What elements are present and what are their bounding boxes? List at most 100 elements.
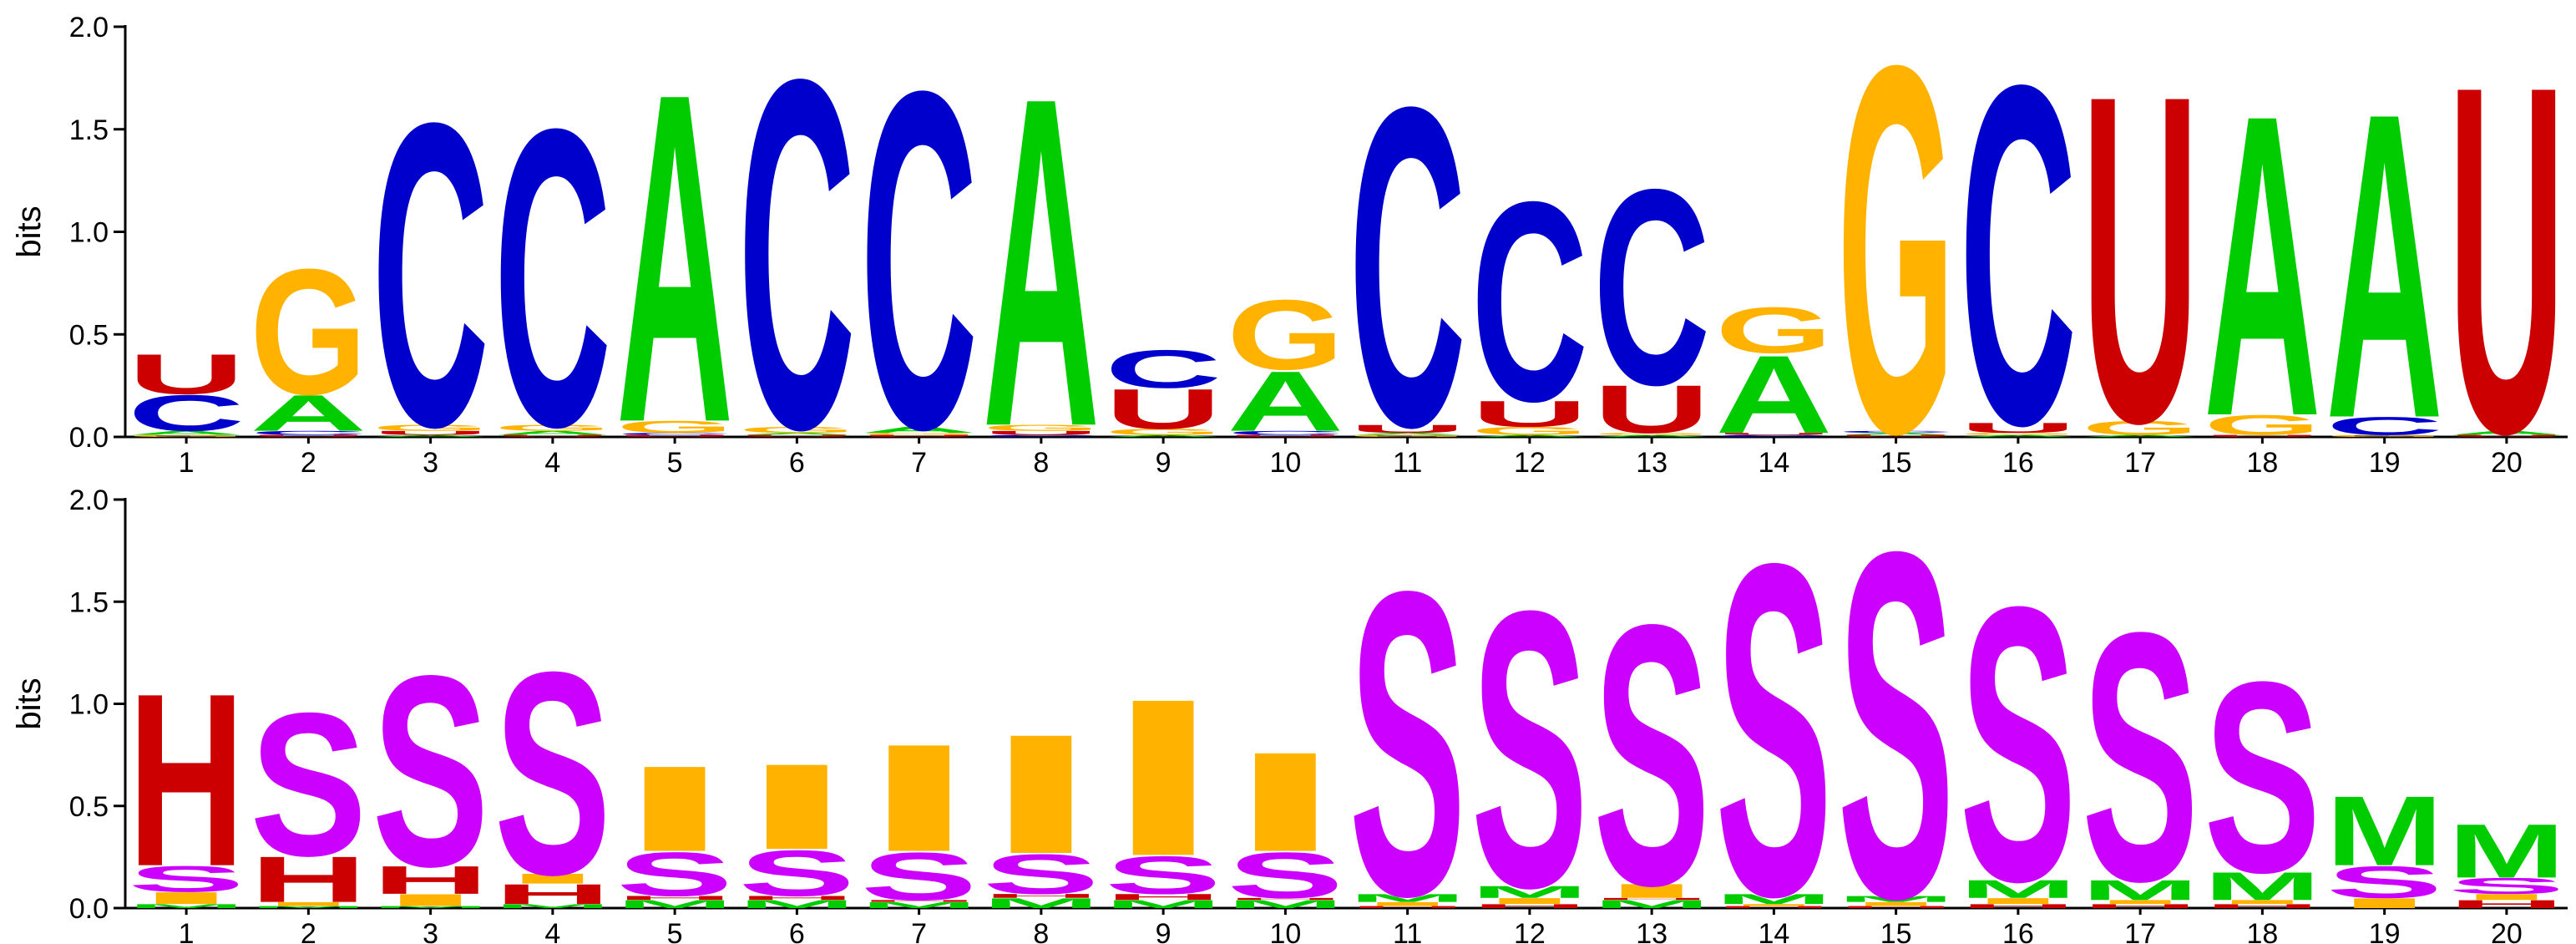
x-tick-label: 4 — [544, 918, 560, 944]
x-tick-label: 10 — [1269, 918, 1301, 944]
x-tick-label: 14 — [1758, 447, 1789, 479]
x-tick-label: 12 — [1514, 918, 1546, 944]
logo-letter-U: U — [1838, 434, 1955, 438]
logo-letter-S: S — [1105, 845, 1222, 905]
x-tick-label: 11 — [1393, 447, 1422, 479]
logo-letter-H: H — [1471, 903, 1588, 910]
logo-letter-A: A — [616, 0, 733, 521]
logo-letter-G: G — [1471, 424, 1588, 437]
y-tick-label: 1.5 — [69, 586, 109, 618]
logo-letter-U: U — [2448, 434, 2565, 438]
logo-letter-U: U — [983, 429, 1100, 436]
logo-letter-H: H — [1960, 903, 2077, 910]
logo-letter-G: G — [1838, 0, 1955, 542]
logo-letter-G: G — [1593, 432, 1710, 435]
logo-letter-C: C — [1471, 142, 1588, 460]
logo-letter-M: M — [861, 901, 978, 910]
logo-letter-I: I — [1349, 901, 1466, 907]
y-axis-label: bits — [11, 206, 48, 257]
x-tick-label: 18 — [2246, 918, 2278, 944]
logo-letter-A: A — [2326, 23, 2443, 510]
logo-letter-U: U — [372, 429, 489, 436]
logo-letter-M: M — [1105, 898, 1222, 911]
logo-letter-S: S — [2082, 559, 2199, 944]
logo-letter-H: H — [1593, 897, 1710, 901]
logo-letter-U: U — [2082, 0, 2199, 520]
logo-letter-M: M — [1715, 891, 1832, 907]
logo-letter-S: S — [2204, 626, 2320, 930]
logo-letter-H: H — [494, 878, 611, 910]
logo-letter-G: G — [1227, 280, 1344, 391]
logo-letter-A: A — [1593, 434, 1710, 438]
x-tick-label: 2 — [301, 447, 316, 479]
logo-letter-H: H — [861, 900, 978, 903]
logo-letter-C: C — [1349, 12, 1466, 521]
logo-letter-H: H — [2082, 903, 2199, 910]
x-tick-label: 15 — [1880, 918, 1912, 944]
logo-letter-H: H — [250, 843, 367, 916]
logo-letter-U: U — [616, 434, 733, 438]
logo-letter-S: S — [494, 612, 611, 935]
x-tick-label: 8 — [1033, 447, 1049, 479]
logo-letter-H: H — [616, 895, 733, 901]
logo-letter-I: I — [372, 891, 489, 910]
logo-letter-U: U — [1471, 393, 1588, 434]
logo-letter-M: M — [2326, 775, 2443, 886]
y-tick-label: 1.0 — [69, 217, 109, 249]
logo-letter-H: H — [1715, 906, 1832, 909]
logo-letter-M: M — [1593, 898, 1710, 911]
logo-letter-H: H — [1838, 906, 1955, 909]
logo-letter-C: C — [861, 0, 978, 530]
logo-letter-S: S — [738, 836, 855, 910]
logo-letter-M: M — [2082, 874, 2199, 906]
logo-letter-S: S — [2326, 857, 2443, 908]
logo-letter-M: M — [1349, 891, 1466, 904]
y-tick-label: 0.5 — [69, 319, 109, 351]
logo-letter-A: A — [2082, 434, 2199, 438]
logo-letter-C: C — [1593, 131, 1710, 443]
logo-letter-M: M — [2448, 808, 2565, 894]
x-tick-label: 15 — [1880, 447, 1912, 479]
x-tick-label: 16 — [2002, 918, 2034, 944]
logo-letter-S: S — [861, 839, 978, 915]
logo-letter-I: I — [1960, 896, 2077, 906]
logo-letter-G: G — [2204, 409, 2320, 441]
logo-letter-H: H — [2204, 903, 2320, 910]
logo-letter-M: M — [372, 906, 489, 909]
logo-letter-A: A — [1105, 434, 1222, 438]
y-tick-label: 1.0 — [69, 689, 109, 721]
logo-letter-G: G — [738, 425, 855, 434]
x-tick-label: 20 — [2491, 918, 2523, 944]
x-tick-label: 2 — [301, 918, 316, 944]
logo-letter-A: A — [372, 434, 489, 438]
logo-letter-H: H — [1349, 906, 1466, 909]
logo-letter-H: H — [2448, 898, 2565, 911]
logo-letter-G: G — [1715, 294, 1832, 367]
logo-letter-A: A — [1715, 332, 1832, 457]
logo-letter-I: I — [983, 699, 1100, 890]
logo-letter-U: U — [1227, 434, 1344, 438]
x-tick-label: 1 — [179, 447, 195, 479]
logo-letter-I: I — [738, 738, 855, 875]
logo-letter-I: I — [494, 870, 611, 886]
logo-letter-A: A — [983, 0, 1100, 525]
logo-letter-M: M — [2204, 865, 2320, 909]
logo-letter-S: S — [616, 840, 733, 909]
logo-letter-C: C — [128, 384, 245, 442]
y-tick-label: 0.5 — [69, 791, 109, 823]
x-tick-label: 9 — [1156, 918, 1172, 944]
logo-letter-C: C — [250, 429, 367, 436]
logo-letter-H: H — [128, 642, 245, 918]
logo-letter-C: C — [372, 33, 489, 516]
logo-letter-C: C — [1105, 338, 1222, 398]
logo-letter-A: A — [494, 429, 611, 436]
logo-letter-M: M — [1227, 898, 1344, 911]
logo-letter-I: I — [128, 889, 245, 908]
logo-letter-C: C — [1227, 429, 1344, 436]
logo-letter-G: G — [494, 423, 611, 432]
logo-letter-H: H — [1227, 897, 1344, 901]
logo-letter-A: A — [1349, 432, 1466, 435]
logo-letter-U: U — [1715, 432, 1832, 435]
